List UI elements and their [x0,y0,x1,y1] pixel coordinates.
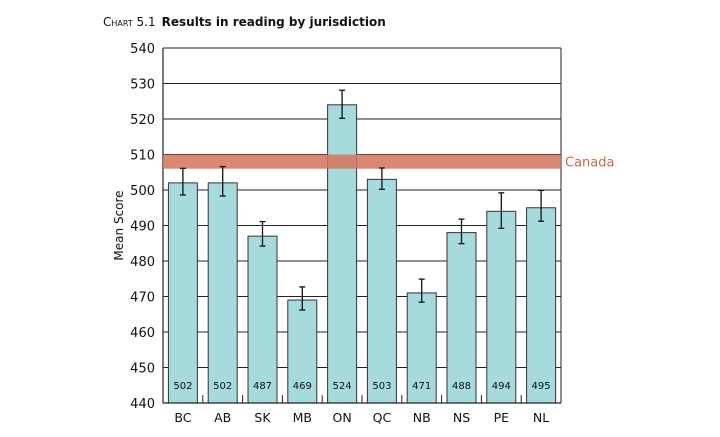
y-tick-label: 450 [130,362,155,377]
chart-title-text: Results in reading by jurisdiction [161,15,386,29]
y-tick-label: 440 [130,397,155,412]
y-tick-label: 460 [130,326,155,341]
data-label: 503 [372,381,391,392]
x-tick-label: QC [373,410,392,425]
bar-PE [486,210,517,404]
y-tick-label: 500 [130,184,155,199]
bar-SK [247,235,278,404]
data-label: 469 [293,381,312,392]
bar-NL [526,207,557,404]
x-tick-label: PE [494,410,510,425]
x-tick-label: BC [174,410,191,425]
data-label: 524 [333,381,352,392]
y-tick-label: 530 [130,78,155,93]
y-tick-label: 520 [130,113,155,128]
x-tick-label: NS [453,410,470,425]
x-tick-label: AB [214,410,231,425]
x-tick-label: SK [254,410,271,425]
chart-title: Chart 5.1 Results in reading by jurisdict… [103,15,386,29]
bar-QC [366,178,397,404]
data-label: 488 [452,381,471,392]
x-tick-label: MB [293,410,312,425]
chart-number: Chart 5.1 [103,15,156,29]
data-label: 502 [213,381,232,392]
reference-band-label: Canada [565,156,614,171]
y-tick-label: 490 [130,220,155,235]
data-label: 495 [532,381,551,392]
x-tick-label: NL [533,410,549,425]
bar-ON [327,104,358,404]
x-tick-label: ON [332,410,351,425]
bar-NS [446,232,477,404]
data-label: 487 [253,381,272,392]
y-axis-label: Mean Score [112,190,126,260]
bar-MB [287,299,318,404]
data-label: 494 [492,381,511,392]
bar-AB [207,182,238,404]
y-tick-label: 470 [130,291,155,306]
reference-band-canada [163,154,561,169]
data-label: 471 [412,381,431,392]
y-tick-label: 510 [130,149,155,164]
y-tick-label: 540 [130,42,155,57]
y-tick-label: 480 [130,255,155,270]
x-tick-label: NB [413,410,431,425]
bar-BC [167,182,198,404]
data-label: 502 [173,381,192,392]
